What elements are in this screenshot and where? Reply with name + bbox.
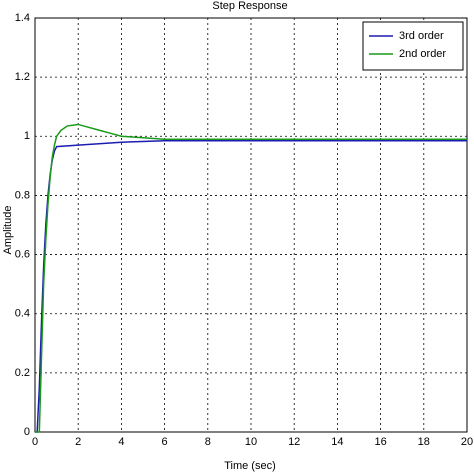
line-series [35,123,467,433]
x-tick-label: 4 [118,436,124,448]
y-tick-label: 0.6 [15,248,30,260]
y-axis-label: Amplitude [2,206,14,255]
y-tick-label: 0 [24,426,30,438]
x-tick-label: 16 [374,436,386,448]
x-tick-label: 20 [461,436,473,448]
y-tick-label: 0.8 [15,189,30,201]
x-tick-label: 0 [32,436,38,448]
x-axis-label: Time (sec) [224,460,276,472]
x-tick-label: 8 [205,436,211,448]
chart-title: Step Response [212,0,287,12]
legend-label: 3rd order [399,30,444,42]
legend-box [362,21,464,71]
y-tick-label: 0.4 [15,308,30,320]
y-tick-label: 1.4 [15,12,30,24]
y-tick-label: 1.2 [15,71,30,83]
x-tick-label: 2 [75,436,81,448]
x-tick-label: 12 [288,436,300,448]
x-tick-label: 10 [245,436,257,448]
y-tick-label: 1 [24,130,30,142]
legend-label: 2nd order [399,48,446,60]
x-tick-label: 6 [162,436,168,448]
y-tick-label: 0.2 [15,367,30,379]
x-tick-label: 18 [418,436,430,448]
x-tick-label: 14 [331,436,343,448]
